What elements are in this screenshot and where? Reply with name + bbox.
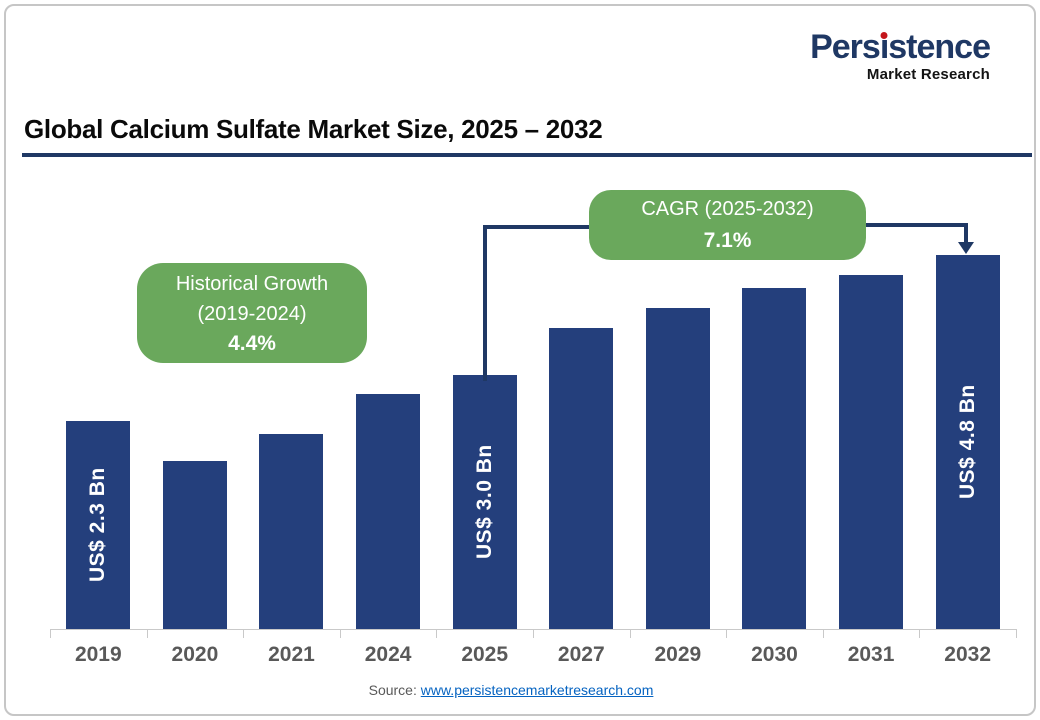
x-axis-tick xyxy=(243,629,244,638)
historical-growth-value: 4.4% xyxy=(228,332,276,355)
bar-slot-2029 xyxy=(630,308,727,629)
arrow-down-icon xyxy=(958,242,974,254)
bar-2024 xyxy=(356,394,421,629)
bar-2029 xyxy=(645,308,710,629)
source-prefix: Source: xyxy=(368,682,417,698)
bar-2025: US$ 3.0 Bn xyxy=(452,375,517,629)
x-tick-label-2019: 2019 xyxy=(74,643,122,666)
bar-slot-2024 xyxy=(340,394,437,629)
x-axis-tick xyxy=(630,629,631,638)
bar-2021 xyxy=(259,434,324,629)
historical-growth-line2: (2019-2024) xyxy=(197,303,307,325)
logo-subtitle: Market Research xyxy=(866,66,990,83)
x-axis-tick xyxy=(823,629,824,638)
x-axis-tick xyxy=(436,629,437,638)
x-axis-tick xyxy=(340,629,341,638)
x-axis xyxy=(50,629,1017,638)
x-axis-tick xyxy=(1016,629,1017,638)
bar-slot-2020 xyxy=(147,461,244,629)
bar-2019: US$ 2.3 Bn xyxy=(66,421,131,629)
historical-growth-callout: Historical Growth (2019-2024) 4.4% xyxy=(137,263,367,363)
x-tick-label-2027: 2027 xyxy=(557,643,605,666)
cagr-value: 7.1% xyxy=(703,229,752,252)
bar-slot-2030 xyxy=(726,288,823,629)
source-link[interactable]: www.persistencemarketresearch.com xyxy=(420,682,654,698)
logo-red-dot-i: ı xyxy=(879,28,890,66)
cagr-connector-vertical-right xyxy=(964,223,968,244)
bar-2031 xyxy=(839,275,904,629)
bar-slot-2019: US$ 2.3 Bn xyxy=(50,421,147,629)
bar-value-label-2025: US$ 3.0 Bn xyxy=(472,444,496,560)
x-axis-tick xyxy=(726,629,727,638)
x-axis-tick xyxy=(533,629,534,638)
x-axis-tick xyxy=(919,629,920,638)
x-tick-label-2020: 2020 xyxy=(171,643,219,666)
cagr-connector-horizontal-right xyxy=(864,223,968,227)
cagr-callout: CAGR (2025-2032) 7.1% xyxy=(589,190,866,260)
title-underline xyxy=(22,153,1032,157)
cagr-connector-horizontal-left xyxy=(483,225,591,229)
x-tick-label-2029: 2029 xyxy=(654,643,702,666)
x-axis-labels: 2019 2020 2021 2024 2025 2027 2029 2030 2031 2032 xyxy=(50,643,1016,667)
x-axis-tick xyxy=(50,629,51,638)
x-tick-label-2030: 2030 xyxy=(751,643,798,666)
x-tick-label-2032: 2032 xyxy=(944,643,991,666)
bar-2020 xyxy=(162,461,227,629)
bar-value-label-2032: US$ 4.8 Bn xyxy=(955,384,979,500)
bar-slot-2031 xyxy=(823,275,920,629)
x-tick-label-2021: 2021 xyxy=(268,643,315,666)
bar-2032: US$ 4.8 Bn xyxy=(935,255,1000,629)
bar-value-label-2019: US$ 2.3 Bn xyxy=(86,467,110,583)
source-line: Source: www.persistencemarketresearch.co… xyxy=(6,682,1016,698)
bar-slot-2025: US$ 3.0 Bn xyxy=(436,375,533,629)
historical-growth-line1: Historical Growth xyxy=(175,273,329,295)
x-tick-label-2031: 2031 xyxy=(847,643,895,666)
bar-slot-2027 xyxy=(533,328,630,629)
bar-slot-2021 xyxy=(243,434,340,629)
x-axis-tick xyxy=(147,629,148,638)
bar-2030 xyxy=(742,288,807,629)
x-tick-label-2025: 2025 xyxy=(461,643,509,666)
logo: Persıstence Market Research xyxy=(810,28,991,83)
cagr-connector-vertical-2025 xyxy=(483,225,487,381)
logo-wordmark: Persıstence xyxy=(810,28,991,66)
cagr-line1: CAGR (2025-2032) xyxy=(641,198,814,220)
x-tick-label-2024: 2024 xyxy=(364,643,412,666)
bars-row: US$ 2.3 Bn US$ 3.0 Bn US$ 4.8 Bn xyxy=(50,186,1016,629)
infographic-card: Persıstence Market Research Global Calci… xyxy=(4,4,1036,716)
bar-slot-2032: US$ 4.8 Bn xyxy=(919,255,1016,629)
bar-2027 xyxy=(549,328,614,629)
page-title: Global Calcium Sulfate Market Size, 2025… xyxy=(24,114,603,144)
